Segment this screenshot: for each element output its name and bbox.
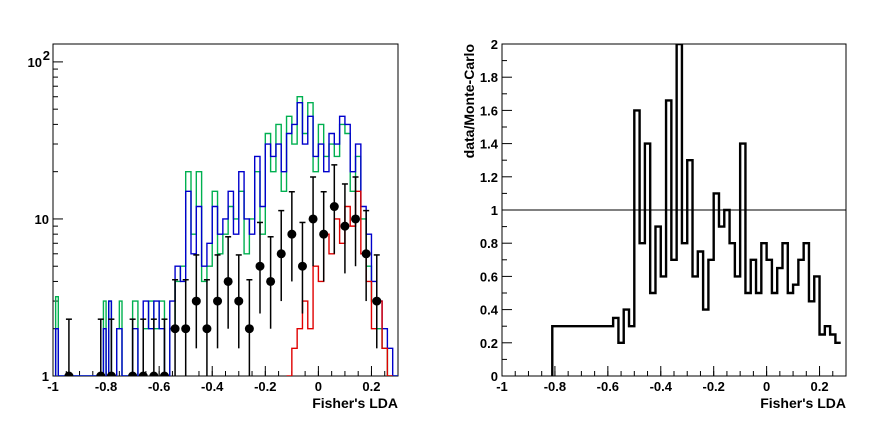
y-axis-title: data/Monte-Carlo — [461, 44, 477, 158]
series-2-line — [286, 190, 393, 376]
data-point — [170, 324, 180, 334]
x-axis-title: Fisher's LDA — [760, 395, 846, 411]
x-tick-label: 0.2 — [810, 379, 828, 394]
y-tick-exponent: 2 — [43, 48, 50, 63]
y-tick-label: 1.4 — [480, 137, 499, 152]
y-tick-label: 1.8 — [480, 70, 498, 85]
data-point — [181, 324, 191, 334]
data-point — [329, 202, 339, 212]
series-layer — [54, 96, 398, 376]
y-tick-label: 1 — [42, 369, 49, 384]
x-tick-label: 0 — [763, 379, 770, 394]
y-tick-label: 10 — [28, 55, 42, 70]
data-point — [361, 249, 371, 259]
data-point — [213, 296, 223, 306]
y-tick-label: 2 — [491, 37, 498, 52]
data-point — [223, 276, 233, 286]
data-point — [351, 214, 361, 224]
data-point — [191, 296, 201, 306]
data-point — [266, 276, 276, 286]
data-point — [297, 261, 307, 271]
y-tick-label: 0.6 — [480, 269, 498, 284]
x-tick-label: -1 — [496, 379, 508, 394]
data-point — [96, 371, 106, 376]
x-tick-label: -0.4 — [201, 379, 224, 394]
x-tick-label: -0.6 — [148, 379, 170, 394]
data-point — [128, 371, 138, 376]
x-tick-label: -0.4 — [650, 379, 673, 394]
right-panel: -1 -0.8 -0.6 -0.4 -0.2 0 0.2 0 0.2 0.4 0.6 0.8 1 1.2 1… — [461, 37, 847, 411]
data-point — [372, 296, 382, 306]
data-point — [64, 371, 74, 376]
data-point — [159, 371, 169, 376]
data-point — [340, 221, 350, 231]
x-tick-label: -1 — [47, 379, 59, 394]
data-point — [255, 261, 265, 271]
x-tick-label: -0.8 — [544, 379, 566, 394]
y-tick-label: 0 — [491, 369, 498, 384]
y-tick-label: 0.2 — [480, 336, 498, 351]
series-0-line — [551, 44, 841, 376]
data-point — [138, 371, 148, 376]
series-1-line — [54, 101, 398, 376]
data-point — [319, 229, 329, 239]
plot-frame — [52, 43, 399, 377]
series-layer — [551, 44, 841, 376]
data-point — [244, 324, 254, 334]
x-tick-label: -0.2 — [702, 379, 724, 394]
data-point — [234, 296, 244, 306]
y-tick-label: 0.4 — [480, 303, 499, 318]
y-tick-label: 1.2 — [480, 170, 498, 185]
data-point — [149, 371, 159, 376]
x-tick-label: -0.6 — [597, 379, 619, 394]
x-tick-label: 0.2 — [362, 379, 380, 394]
x-axis-title: Fisher's LDA — [312, 395, 398, 411]
y-tick-label: 0.8 — [480, 236, 498, 251]
data-point — [308, 214, 318, 224]
x-tick-label: 0 — [315, 379, 322, 394]
data-point — [287, 229, 297, 239]
data-point — [276, 249, 286, 259]
y-tick-label: 1.6 — [480, 103, 498, 118]
x-tick-label: -0.8 — [95, 379, 117, 394]
x-tick-label: -0.2 — [254, 379, 276, 394]
data-point — [202, 324, 212, 334]
data-point — [106, 371, 116, 376]
y-tick-label: 1 — [491, 203, 498, 218]
y-tick-label: 10 — [35, 212, 49, 227]
series-0-line — [54, 96, 398, 376]
